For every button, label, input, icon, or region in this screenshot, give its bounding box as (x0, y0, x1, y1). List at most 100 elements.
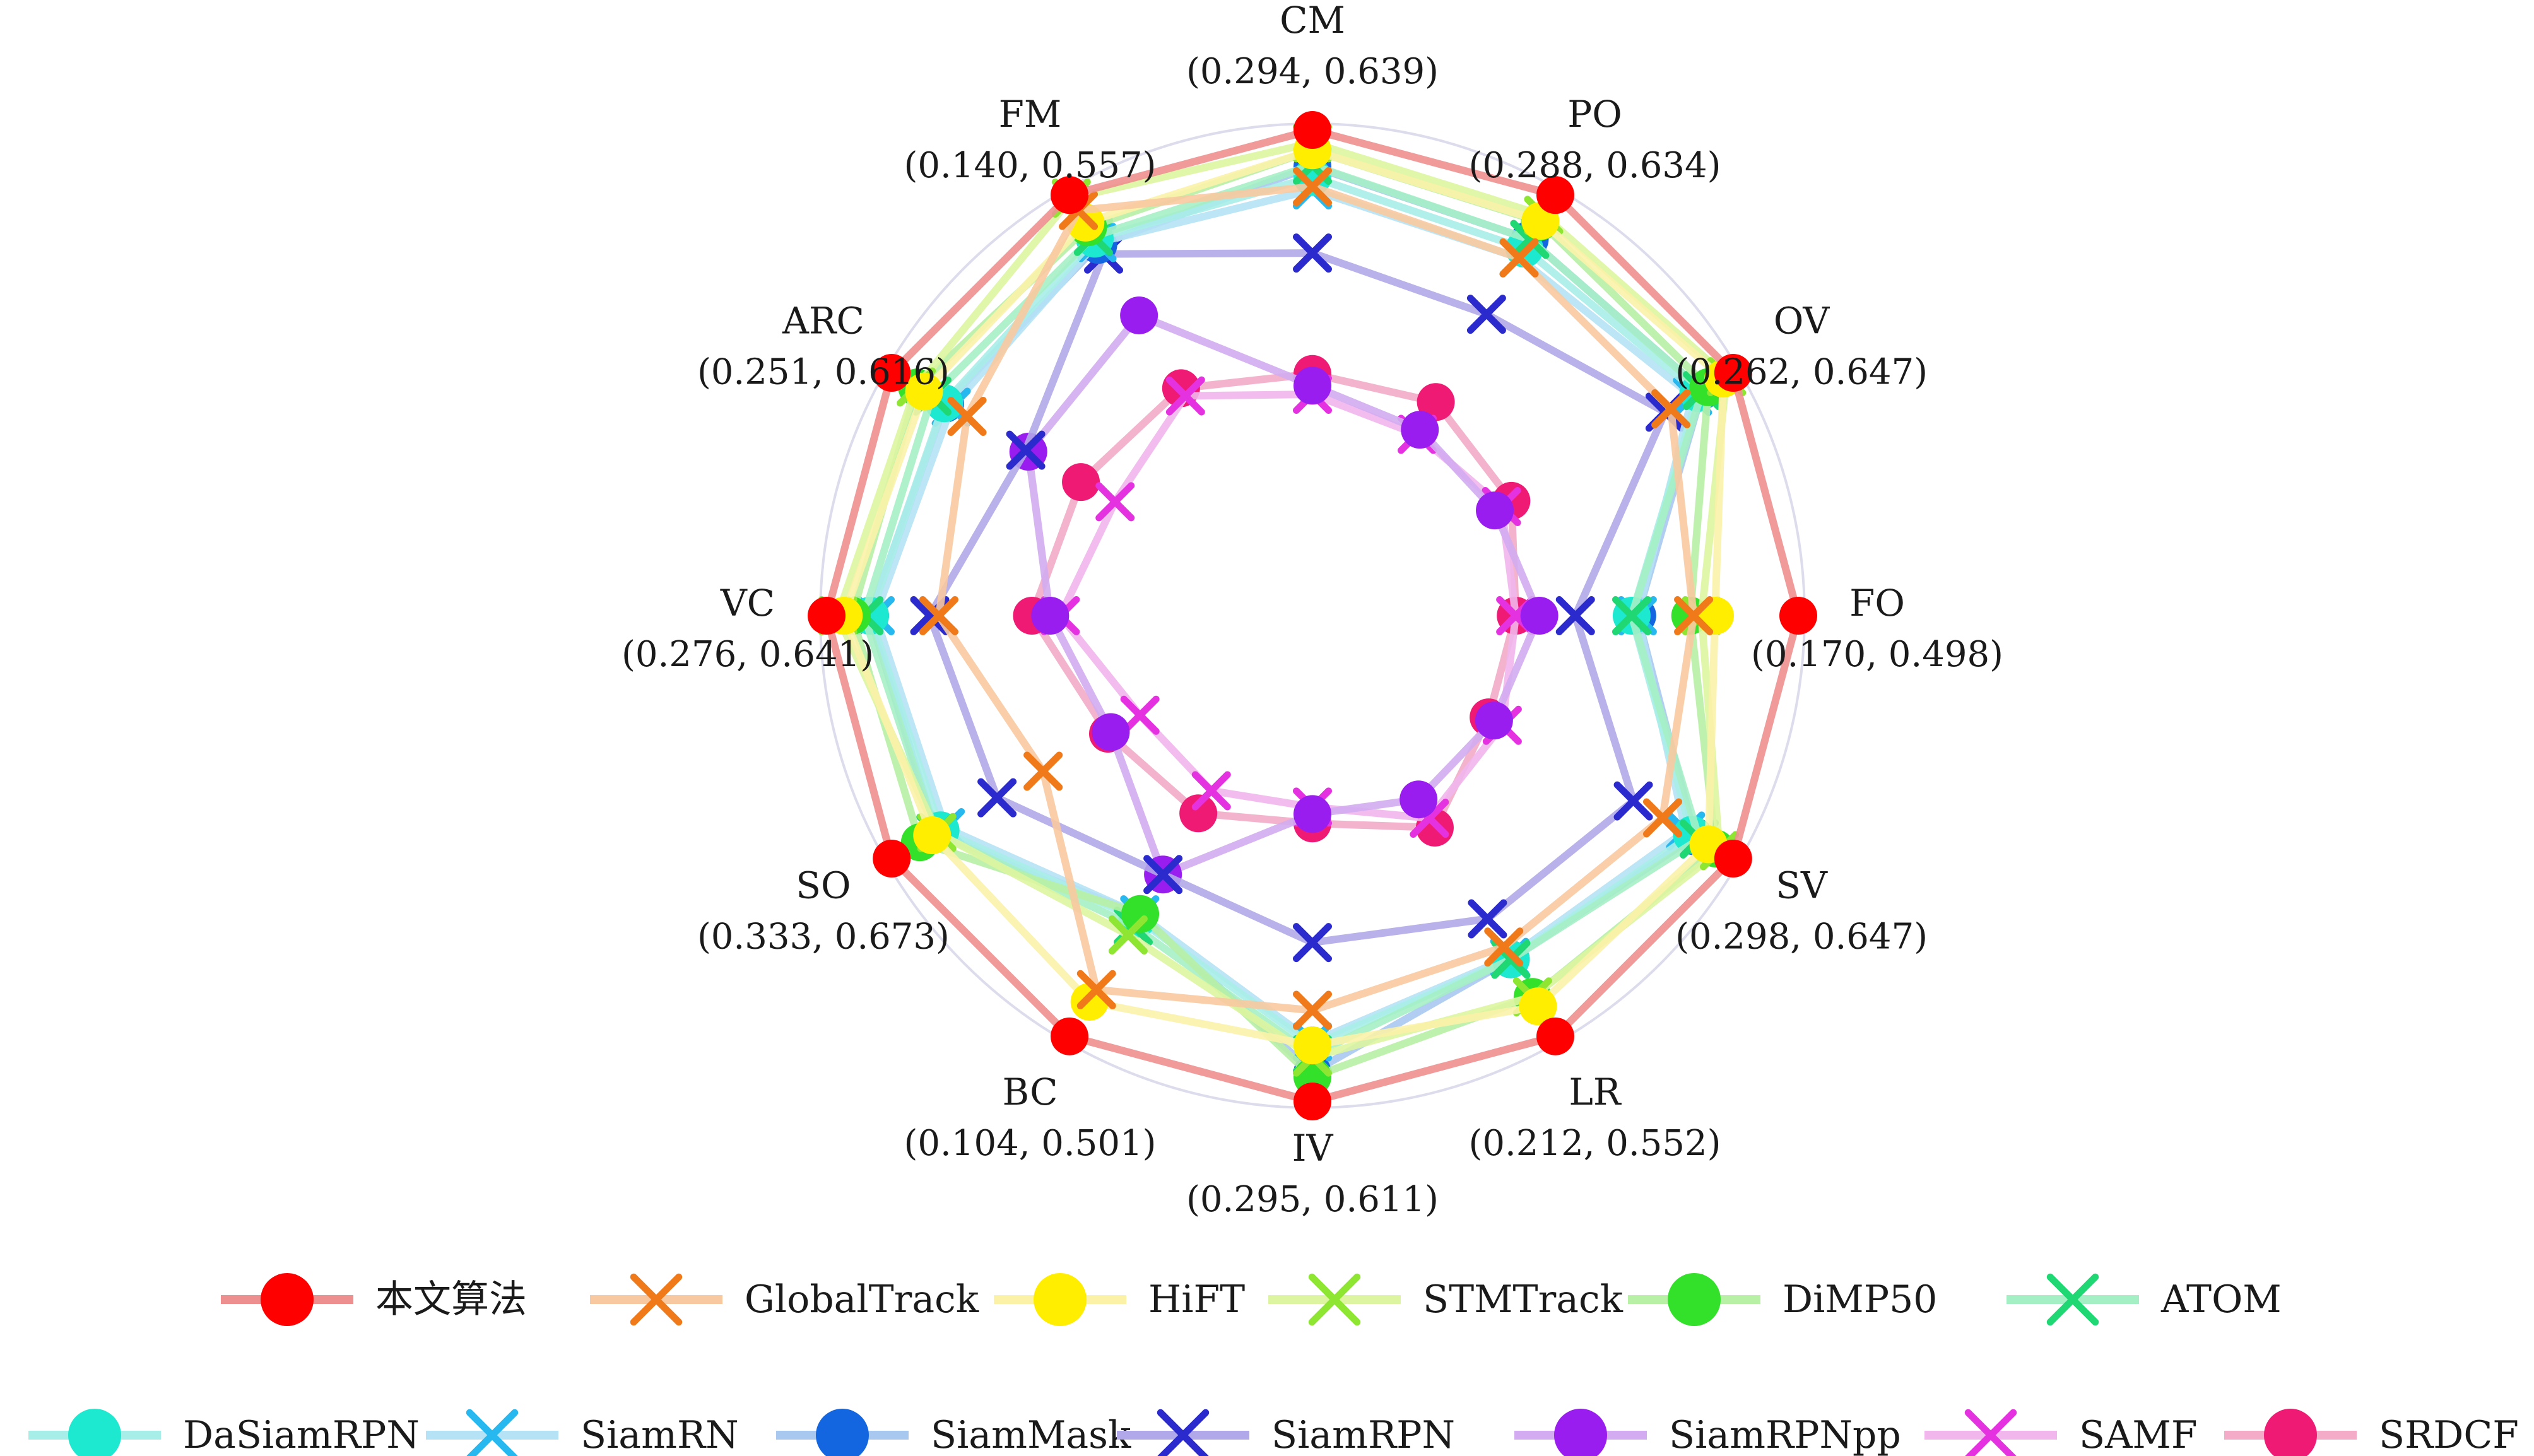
legend-item-siamrpnpp: SiamRPNpp (1514, 1409, 1901, 1456)
data-point-hift-iv (1294, 1026, 1331, 1065)
data-point-atom-fo (1612, 596, 1651, 635)
data-point-globaltrack-cm (1293, 167, 1332, 206)
data-point-samf-arc (1095, 482, 1135, 522)
legend-label: SRDCF (2379, 1413, 2519, 1456)
legend-item-dasiamrpn: DaSiamRPN (28, 1409, 420, 1456)
data-point-siamrpn-lr (1468, 899, 1507, 939)
data-point-srdcf-arc (1062, 463, 1100, 502)
axis-label-sv: SV (0.298, 0.647) (1675, 864, 1928, 958)
data-point-series-1-cm (1294, 111, 1331, 149)
data-point-series-1-lr (1536, 1017, 1574, 1055)
axis-label-iv: IV (0.295, 0.611) (1186, 1127, 1439, 1220)
data-point-series-1-ov (1714, 354, 1752, 392)
data-point-siamrpnpp-fm (1120, 296, 1158, 334)
data-point-series-1-vc (808, 597, 846, 635)
axis-name: OV (1774, 300, 1830, 343)
axis-name: CM (1280, 0, 1345, 42)
axis-label-so: SO (0.333, 0.673) (697, 864, 950, 958)
legend: 本文算法 GlobalTrack HiFT STMTrack DiMP50 ATOM DaS… (28, 1273, 2519, 1456)
data-point-siamrpn-sv (1613, 781, 1653, 821)
axis-range: (0.298, 0.647) (1675, 917, 1928, 958)
legend-swatch-marker (2264, 1409, 2317, 1456)
axis-range: (0.212, 0.552) (1469, 1123, 1721, 1164)
data-point-globaltrack-iv (1293, 990, 1332, 1030)
data-point-globaltrack-ov (1651, 389, 1691, 428)
legend-swatch-marker (261, 1273, 314, 1326)
data-point-siamrpnpp-po (1401, 411, 1439, 449)
data-point-siamrpnpp-vc (1031, 597, 1070, 635)
legend-item-hift: HiFT (994, 1273, 1245, 1326)
legend-label: SiamRPNpp (1669, 1413, 1901, 1456)
axis-name: ARC (782, 300, 864, 343)
data-point-series-1-iv (1294, 1083, 1331, 1120)
legend-swatch-marker (1034, 1273, 1087, 1326)
data-point-srdcf-bc (1179, 794, 1218, 833)
legend-item-samf: SAMF (1924, 1409, 2198, 1456)
data-point-siamrpnpp-so (1092, 713, 1130, 751)
legend-label: SAMF (2079, 1413, 2198, 1456)
legend-item-globaltrack: GlobalTrack (590, 1273, 979, 1326)
data-point-siamrpnpp-iv (1294, 795, 1331, 833)
data-point-globaltrack-vc (919, 596, 958, 635)
axis-name: IV (1292, 1127, 1334, 1170)
axis-range: (0.333, 0.673) (697, 917, 950, 958)
data-point-siamrpnpp-fo (1520, 597, 1559, 635)
data-point-hift-so (913, 816, 952, 854)
legend-swatch-marker (1964, 1409, 2017, 1456)
data-point-samf-fm (1165, 376, 1205, 416)
legend-item-series-1: 本文算法 (221, 1273, 527, 1326)
legend-label: GlobalTrack (745, 1277, 979, 1322)
legend-swatch-marker (1157, 1409, 1210, 1456)
legend-item-siamrn: SiamRN (426, 1409, 739, 1456)
data-point-globaltrack-fo (1674, 596, 1714, 635)
data-point-stmtrack-bc (1108, 915, 1148, 954)
legend-swatch-marker (2046, 1273, 2099, 1326)
legend-item-atom: ATOM (2007, 1273, 2282, 1326)
axis-label-fo: FO (0.170, 0.498) (1751, 582, 2003, 675)
axis-name: SV (1776, 864, 1828, 907)
legend-label: DaSiamRPN (183, 1413, 420, 1456)
series-series-1 (808, 111, 1817, 1120)
data-point-siamrpn-bc (1143, 855, 1183, 895)
legend-item-siammask: SiamMask (776, 1409, 1131, 1456)
axis-range: (0.295, 0.611) (1186, 1179, 1439, 1220)
data-point-siamrpn-arc (1006, 430, 1046, 470)
data-point-siamrpnpp-ov (1476, 491, 1514, 530)
data-point-globaltrack-so (1023, 751, 1063, 791)
axis-label-vc: VC (0.276, 0.641) (622, 582, 874, 675)
axis-range: (0.170, 0.498) (1751, 634, 2003, 675)
axis-name: LR (1569, 1071, 1622, 1113)
data-point-srdcf-po (1417, 383, 1455, 421)
data-point-series-1-so (873, 840, 911, 878)
data-point-series-1-sv (1714, 840, 1752, 878)
axis-label-lr: LR (0.212, 0.552) (1469, 1071, 1721, 1164)
legend-label: STMTrack (1423, 1277, 1624, 1322)
axis-range: (0.276, 0.641) (622, 634, 874, 675)
axis-label-cm: CM (0.294, 0.639) (1186, 0, 1439, 92)
outer-grid-circle (819, 122, 1806, 1109)
axis-label-ov: OV (0.262, 0.647) (1675, 300, 1928, 393)
legend-swatch-marker (1308, 1273, 1361, 1326)
data-point-hift-lr (1519, 987, 1557, 1026)
axis-range: (0.288, 0.634) (1469, 145, 1721, 186)
legend-swatch-marker (68, 1409, 121, 1456)
legend-label: SiamRPN (1271, 1413, 1455, 1456)
axis-range: (0.294, 0.639) (1186, 51, 1439, 92)
data-point-globaltrack-arc (947, 396, 987, 436)
data-point-siamrpnpp-cm (1294, 367, 1331, 405)
axis-range: (0.262, 0.647) (1675, 352, 1928, 393)
data-point-samf-so (1120, 695, 1160, 735)
data-point-siamrpnpp-lr (1400, 780, 1438, 819)
data-point-series-1-po (1536, 176, 1574, 214)
legend-label: SiamMask (931, 1413, 1131, 1456)
data-point-globaltrack-sv (1643, 798, 1683, 838)
axis-label-fm: FM (0.140, 0.557) (904, 93, 1157, 186)
legend-label: SiamRN (580, 1413, 739, 1456)
data-point-samf-bc (1191, 771, 1231, 811)
legend-item-srdcf: SRDCF (2224, 1409, 2519, 1456)
legend-swatch-marker (466, 1409, 519, 1456)
axis-name: PO (1567, 93, 1622, 136)
legend-item-siamrpn: SiamRPN (1117, 1409, 1455, 1456)
data-point-siamrpnpp-sv (1475, 702, 1513, 740)
data-point-siamrpn-iv (1293, 923, 1332, 963)
